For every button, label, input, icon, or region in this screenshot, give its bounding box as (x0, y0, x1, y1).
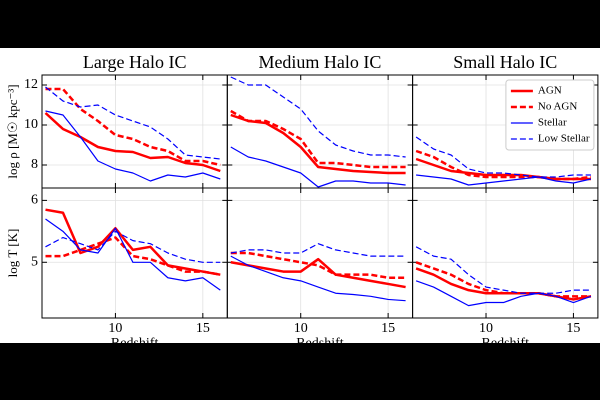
y-tick-label: 8 (31, 157, 38, 172)
x-tick-label: 10 (108, 321, 122, 336)
y-tick-label: 6 (31, 193, 38, 208)
x-tick-label: 10 (294, 321, 308, 336)
y-axis-label: log ρ [M☉ kpc⁻³] (5, 84, 20, 178)
series-line (230, 251, 406, 280)
series-line (415, 157, 591, 181)
panel-title: Large Halo IC (83, 52, 187, 72)
x-tick-label: 15 (566, 321, 580, 336)
legend-label: No AGN (538, 101, 577, 113)
series-line (415, 149, 592, 181)
x-axis-label: Redshift (296, 336, 344, 351)
x-tick-label: 10 (479, 321, 493, 336)
series-line (45, 236, 221, 276)
panel-title: Small Halo IC (453, 52, 557, 72)
x-axis-label: Redshift (111, 336, 159, 351)
series-line (45, 230, 221, 263)
series-line (230, 243, 406, 257)
series-line (230, 255, 406, 302)
x-tick-label: 15 (196, 321, 210, 336)
series-line (230, 76, 406, 158)
series-line (415, 246, 591, 294)
axes-frame (412, 187, 599, 319)
series-line (45, 110, 221, 182)
x-tick-label: 15 (381, 321, 395, 336)
panel-title: Medium Halo IC (258, 52, 381, 72)
series-line (45, 86, 221, 160)
series-line (230, 257, 406, 289)
x-axis-label: Redshift (482, 336, 530, 351)
legend-box (505, 79, 595, 151)
bottom-bar (0, 343, 600, 400)
legend-label: AGN (538, 85, 562, 97)
legend-label: Low Stellar (538, 133, 590, 145)
y-tick-label: 10 (24, 117, 38, 132)
series-line (230, 113, 406, 175)
series-line (415, 136, 591, 178)
series-line (44, 112, 221, 173)
legend-label: Stellar (538, 117, 567, 129)
y-tick-label: 5 (31, 255, 38, 270)
y-tick-label: 12 (24, 77, 38, 92)
series-line (45, 208, 221, 276)
y-axis-label: log T [K] (5, 229, 20, 278)
series-line (45, 218, 221, 291)
series-line (415, 261, 591, 298)
series-line (415, 280, 592, 307)
series-line (416, 174, 592, 186)
series-line (230, 146, 406, 188)
top-bar (0, 0, 600, 48)
series-line (230, 109, 406, 169)
